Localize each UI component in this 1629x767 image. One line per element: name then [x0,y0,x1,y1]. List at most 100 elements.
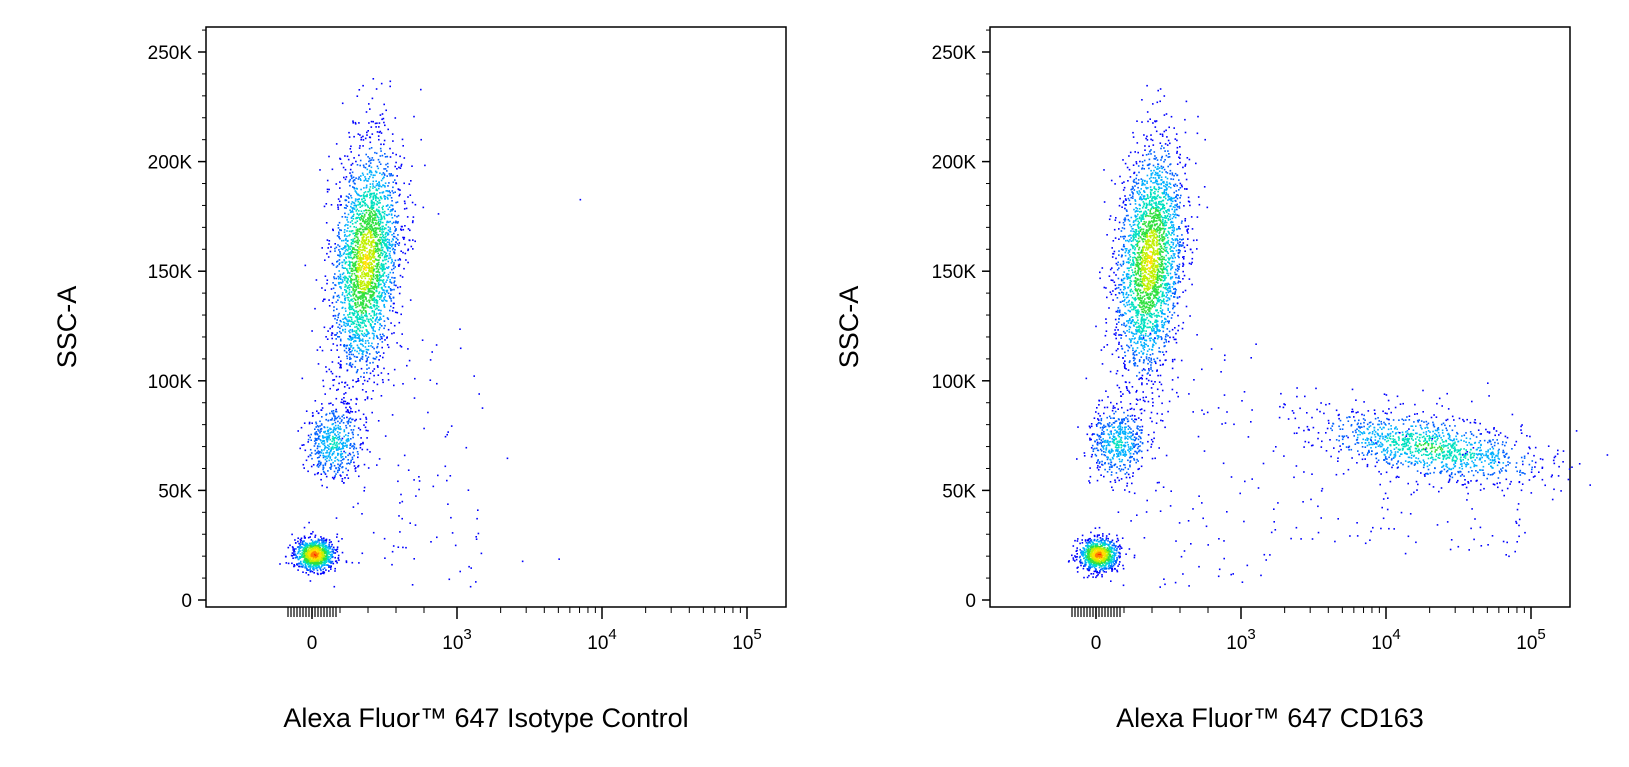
main-population-event [350,145,352,148]
debris-event [333,548,335,551]
debris-event [1089,549,1092,551]
main-population-event [379,274,381,276]
main-population-event [372,249,375,252]
shoulder-event [334,444,337,446]
main-population-event [350,256,353,259]
debris-event [327,559,330,561]
debris-event [322,561,325,564]
debris-event [312,556,314,558]
shoulder-event [317,437,320,440]
shoulder-event [329,457,331,459]
debris-event [305,572,307,574]
shoulder-event [326,457,328,460]
main-population-event [348,264,351,266]
main-population-event [351,273,353,275]
shoulder-event [340,439,343,441]
main-population-event [377,366,379,368]
main-population-event [364,247,366,249]
shoulder-event [319,428,322,431]
main-population-event [392,247,395,250]
shoulder-event [350,429,353,431]
main-population-event [360,138,362,141]
main-population-event [379,316,382,319]
debris-event [325,554,328,556]
main-population-event [360,233,362,236]
main-population-event [359,285,362,288]
main-population-event [381,227,384,230]
main-population-event [369,225,372,227]
main-population-event [382,268,384,270]
main-population-event [374,319,377,321]
main-population-event [336,349,338,351]
debris-event [322,543,324,545]
main-population-event [367,231,370,234]
main-population-event [388,230,391,233]
main-population-event [359,145,361,147]
main-population-event [383,227,386,229]
main-population-event [361,246,364,248]
main-population-event [366,259,368,261]
main-population-event [393,252,396,255]
main-population-event [365,186,368,188]
main-population-event [371,267,374,270]
main-population-event [366,223,368,226]
shoulder-event [335,435,338,437]
main-population-event [363,179,365,182]
shoulder-event [319,425,321,427]
main-population-event [391,238,394,240]
main-population-event [332,228,334,231]
main-population-event [368,264,370,267]
main-population-event [353,204,355,207]
shoulder-event [319,451,321,453]
debris-event [330,545,333,548]
shoulder-event [307,441,309,443]
debris-event [315,562,317,564]
main-population-event [383,121,385,124]
debris-event [302,555,305,558]
main-population-event [356,274,359,277]
main-population-event [422,206,425,209]
main-population-event [361,239,364,241]
main-population-event [377,337,379,339]
shoulder-event [343,429,346,431]
debris-event [318,564,320,567]
main-population-event [404,225,406,227]
main-population-event [383,298,386,301]
debris-event [1109,541,1111,543]
main-population-event [348,136,351,138]
main-population-event [388,286,390,288]
shoulder-event [314,449,316,452]
main-population-event [357,292,360,294]
main-population-event [327,247,329,249]
main-population-event [383,228,385,231]
debris-event [1081,542,1084,544]
main-population-event [370,242,373,244]
shoulder-event [345,434,347,436]
shoulder-event [342,441,345,444]
main-population-event [347,158,350,161]
shoulder-event [332,423,334,425]
main-population-event [400,313,402,316]
debris-event [318,553,321,556]
debris-event [311,560,313,562]
debris-event [332,550,334,552]
main-population-event [356,296,359,299]
shoulder-event [334,437,337,439]
main-population-event [391,268,393,271]
main-population-event [357,238,359,240]
main-population-event [384,124,386,127]
main-population-event [366,251,368,253]
shoulder-event [326,426,329,429]
main-population-event [349,363,351,365]
debris-event [316,549,319,551]
shoulder-event [315,426,317,428]
main-population-event [362,194,365,196]
debris-event [1083,576,1085,579]
main-population-event [358,347,360,349]
main-population-event [381,229,384,231]
debris-event [322,555,324,558]
main-population-event [350,197,353,199]
debris-event [1102,539,1104,541]
debris-event [1091,552,1093,555]
main-population-event [336,344,338,347]
